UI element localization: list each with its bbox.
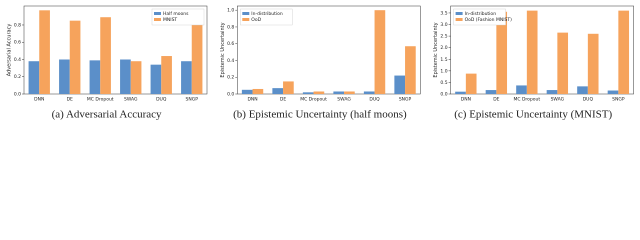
bar (39, 10, 50, 94)
y-tick-label: 0.0 (227, 92, 234, 98)
bar (283, 81, 294, 94)
x-tick-label: DNN (461, 97, 471, 103)
caption: (c) Epistemic Uncertainty (MNIST) (454, 109, 612, 121)
bar (69, 20, 81, 95)
legend-label: In-distribution (251, 11, 283, 17)
bar (181, 61, 192, 94)
legend-label: OoD (251, 17, 261, 23)
legend-label: In-distribution (465, 11, 497, 17)
bar (455, 91, 466, 94)
x-tick-label: SWAG (124, 97, 138, 103)
legend-swatch (154, 12, 161, 15)
bar (120, 59, 131, 94)
bar (557, 32, 569, 94)
y-tick-label: 0.5 (440, 80, 447, 86)
bar (100, 17, 111, 95)
bar (272, 88, 284, 94)
bar (161, 56, 172, 94)
bar (496, 11, 508, 94)
x-tick-label: SNGP (399, 97, 412, 103)
bar (313, 91, 325, 94)
legend-label: Half moons (163, 11, 189, 17)
bar (485, 90, 497, 94)
bar (363, 91, 375, 94)
y-axis-label: Adversarial Accuracy (7, 24, 13, 77)
x-tick-label: SWAG (551, 97, 565, 103)
x-tick-label: DE (67, 97, 73, 103)
y-tick-label: 0.0 (440, 92, 447, 98)
bar (546, 90, 558, 94)
x-tick-label: DNN (247, 97, 257, 103)
y-tick-label: 0.6 (227, 41, 234, 47)
x-tick-label: DE (493, 97, 499, 103)
bar (150, 64, 162, 94)
caption: (a) Adversarial Accuracy (52, 109, 162, 121)
caption: (b) Epistemic Uncertainty (half moons) (233, 109, 407, 121)
y-tick-label: 0.8 (227, 24, 234, 30)
y-tick-label: 1.0 (227, 8, 234, 14)
bar (374, 10, 386, 95)
legend-label: OoD (Fashion MNIST) (465, 17, 513, 23)
y-tick-label: 1.5 (440, 57, 447, 63)
x-tick-label: SWAG (337, 97, 351, 103)
bar (28, 61, 40, 94)
bar (394, 75, 406, 94)
x-tick-label: DUQ (369, 97, 380, 103)
x-tick-label: MC Dropout (87, 97, 114, 103)
plot-frame (23, 5, 208, 95)
bar (465, 73, 477, 94)
x-tick-label: MC Dropout (514, 97, 541, 103)
y-tick-label: 0.0 (14, 92, 21, 98)
bar (59, 59, 70, 94)
plot-frame (450, 5, 634, 95)
y-axis-label: Epistemic Uncertainty (220, 22, 226, 77)
legend-label: MNIST (163, 17, 177, 23)
bar (252, 88, 264, 94)
legend-swatch (154, 18, 161, 21)
bar (191, 20, 203, 95)
legend-box (453, 8, 506, 26)
y-tick-label: 0.4 (227, 58, 234, 64)
x-tick-label: DUQ (156, 97, 167, 103)
bar (405, 46, 416, 94)
legend-box (151, 8, 205, 26)
bar (130, 61, 142, 94)
y-tick-label: 0.6 (14, 40, 21, 46)
legend-swatch (242, 18, 250, 21)
y-tick-label: 0.4 (14, 57, 21, 63)
y-axis-label: Epistemic Uncertainty (433, 22, 439, 77)
bar (526, 10, 538, 95)
x-tick-label: SNGP (612, 97, 625, 103)
legend-box (240, 8, 293, 26)
bar (333, 91, 345, 94)
bar (607, 90, 619, 94)
bar (302, 92, 314, 94)
x-tick-label: DE (280, 97, 286, 103)
y-tick-label: 3.0 (440, 22, 447, 28)
legend-swatch (455, 12, 463, 15)
x-tick-label: SNGP (186, 97, 199, 103)
legend-swatch (242, 12, 250, 15)
legend-swatch (455, 18, 463, 21)
bar (618, 10, 630, 95)
y-tick-label: 2.5 (440, 34, 447, 40)
bar (241, 89, 253, 94)
y-tick-label: 2.0 (440, 45, 447, 51)
bar (577, 86, 588, 94)
plot-frame (237, 5, 421, 95)
bar (516, 85, 527, 94)
bar (587, 33, 599, 94)
y-tick-label: 0.2 (14, 74, 21, 80)
bar (344, 91, 355, 94)
y-tick-label: 0.2 (227, 75, 234, 81)
y-tick-label: 0.8 (14, 22, 21, 28)
y-tick-label: 1.0 (440, 68, 447, 74)
y-tick-label: 3.5 (440, 10, 447, 16)
bar (89, 60, 101, 94)
x-tick-label: MC Dropout (300, 97, 327, 103)
x-tick-label: DUQ (583, 97, 594, 103)
x-tick-label: DNN (34, 97, 44, 103)
